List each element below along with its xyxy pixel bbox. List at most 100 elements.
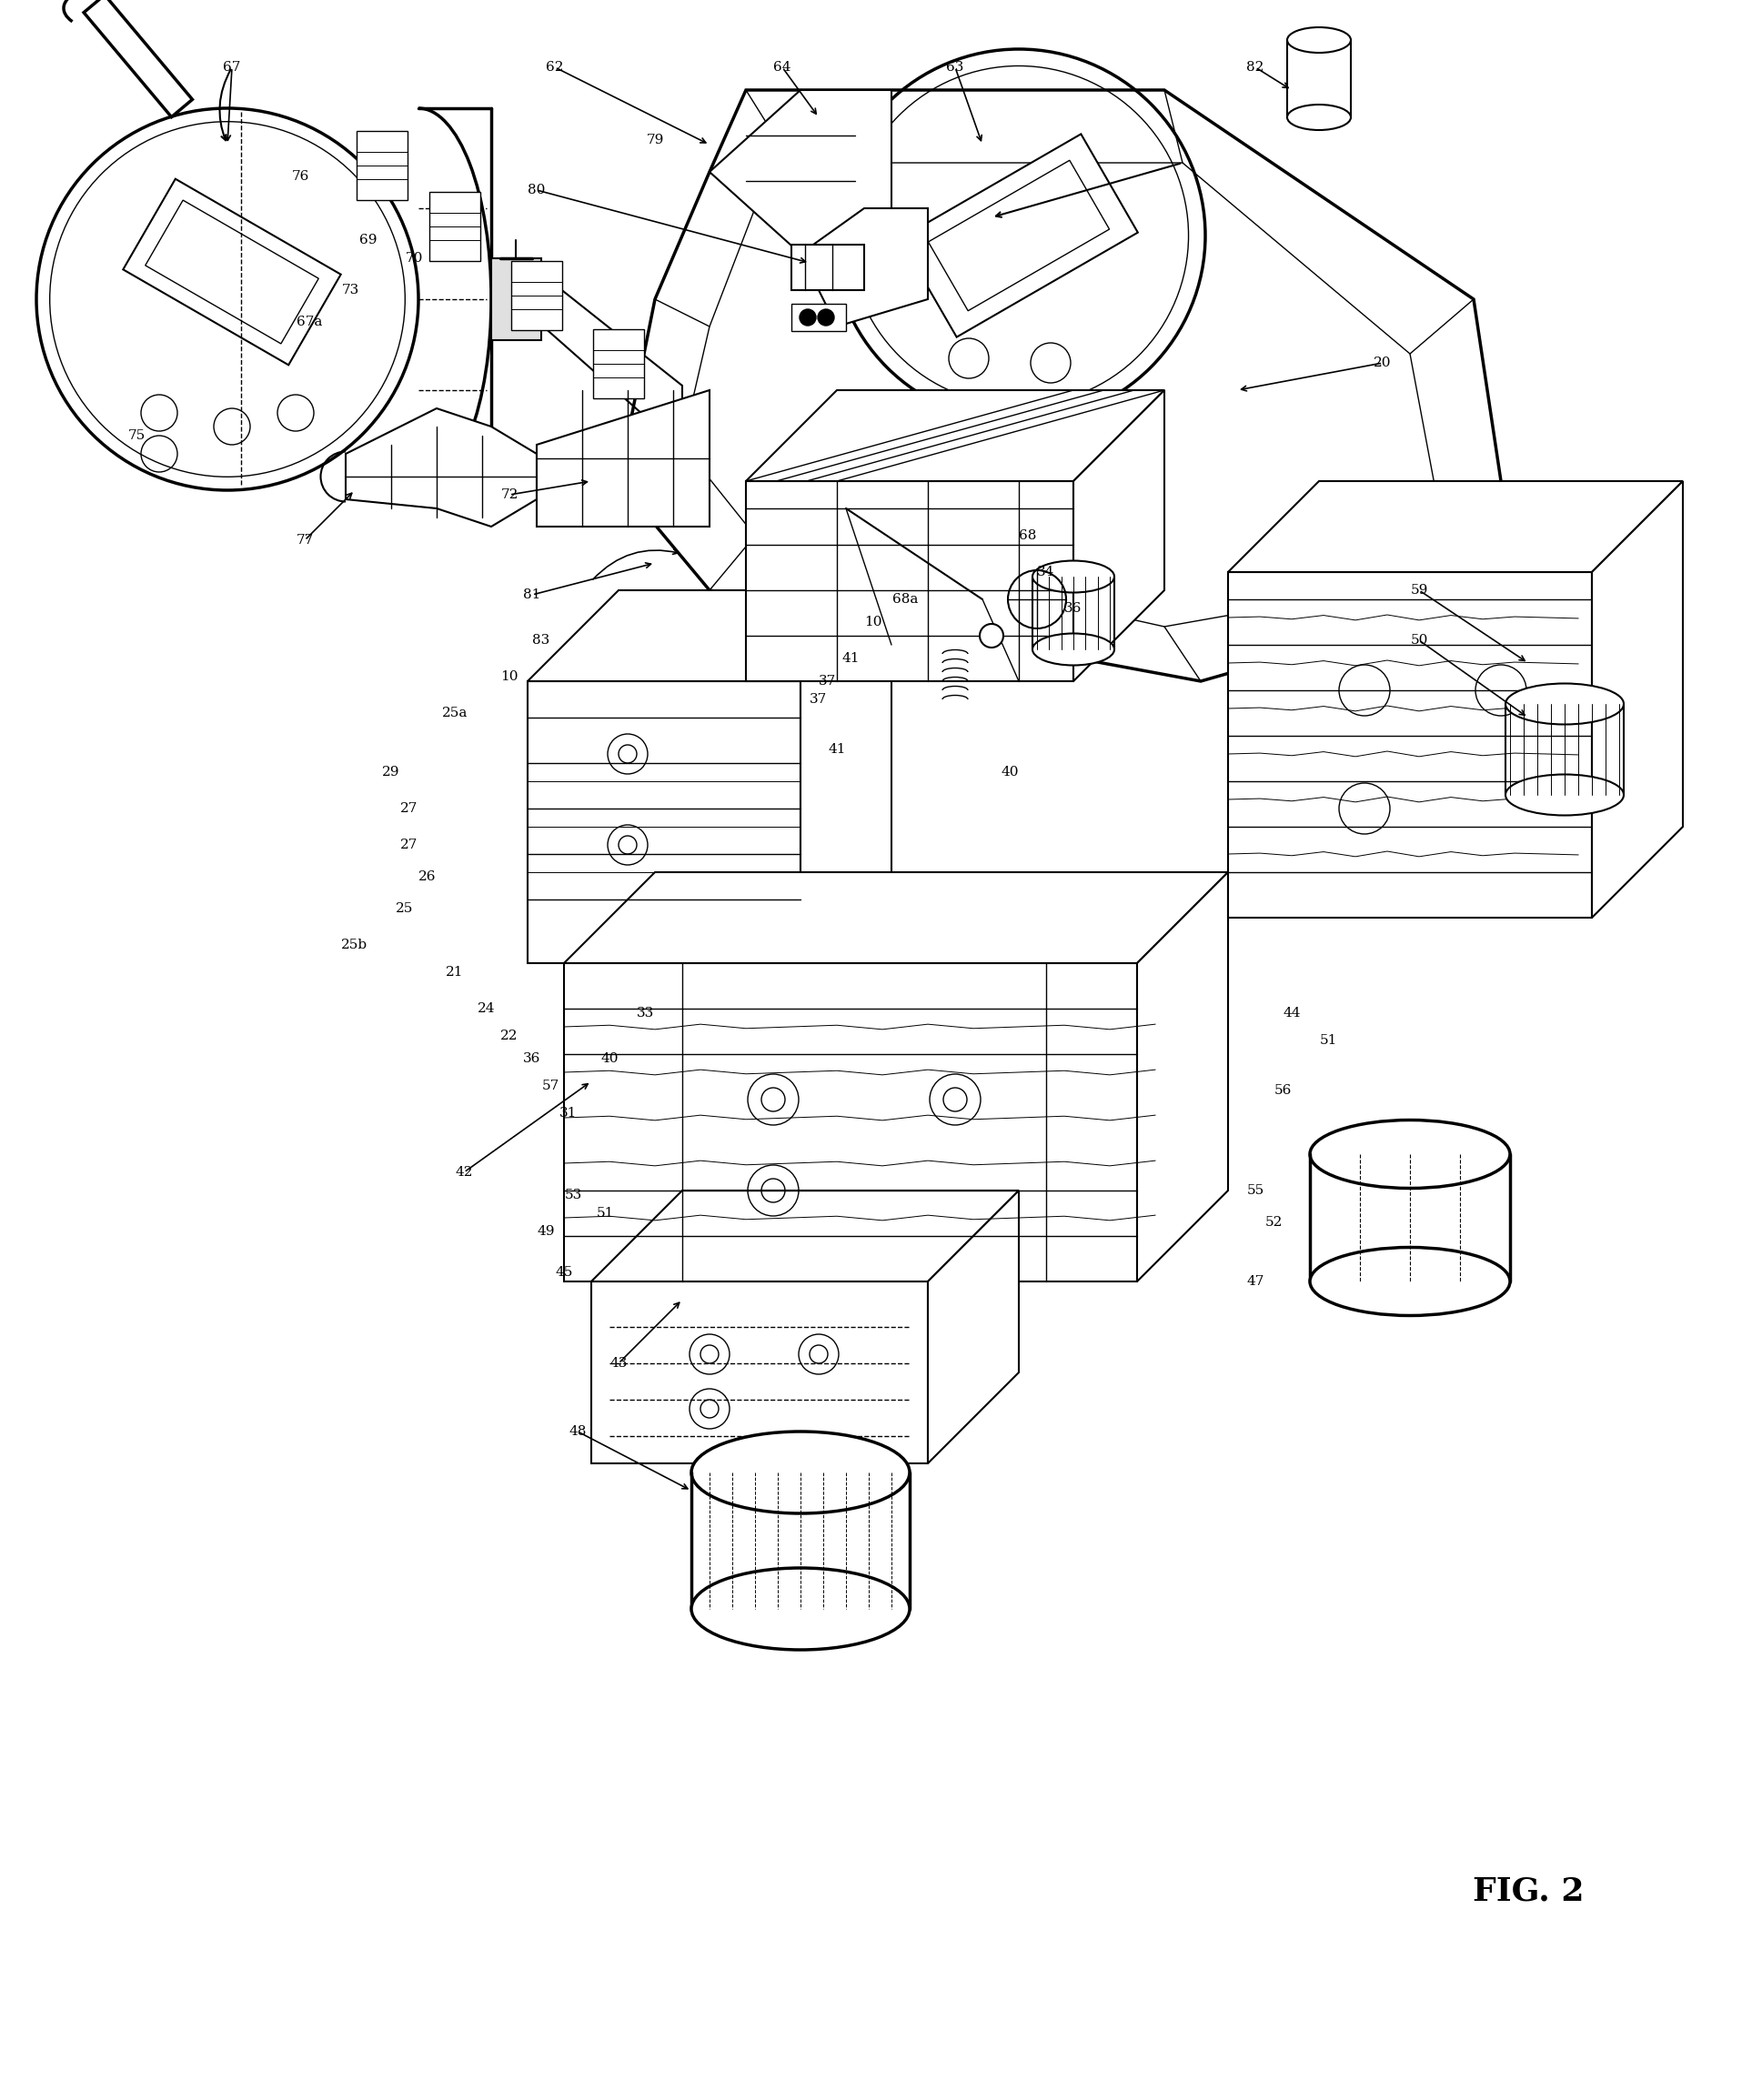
Polygon shape <box>345 407 537 527</box>
Text: 41: 41 <box>828 743 846 756</box>
Text: 73: 73 <box>342 284 359 296</box>
Text: 62: 62 <box>546 61 564 74</box>
Text: 53: 53 <box>564 1189 581 1201</box>
Polygon shape <box>800 208 929 326</box>
Text: 70: 70 <box>405 252 423 265</box>
Polygon shape <box>527 680 800 964</box>
Text: 10: 10 <box>500 670 518 682</box>
Ellipse shape <box>1288 27 1351 53</box>
Polygon shape <box>564 964 1136 1281</box>
Text: 48: 48 <box>569 1426 587 1439</box>
Ellipse shape <box>691 1569 909 1651</box>
Polygon shape <box>618 90 1501 680</box>
Text: 42: 42 <box>455 1166 472 1178</box>
Polygon shape <box>1228 571 1591 918</box>
Text: 75: 75 <box>127 428 144 441</box>
Polygon shape <box>537 391 710 527</box>
Polygon shape <box>592 1281 929 1464</box>
Text: 57: 57 <box>541 1079 559 1092</box>
Text: 51: 51 <box>1320 1033 1337 1046</box>
Text: 81: 81 <box>523 588 541 601</box>
Ellipse shape <box>1033 634 1114 666</box>
Polygon shape <box>745 481 1073 680</box>
Text: 41: 41 <box>842 653 860 666</box>
Polygon shape <box>492 258 541 340</box>
Ellipse shape <box>1309 1119 1510 1189</box>
Text: 20: 20 <box>1374 357 1392 370</box>
Polygon shape <box>511 260 562 330</box>
Text: 33: 33 <box>638 1006 655 1018</box>
Polygon shape <box>564 871 1228 964</box>
Text: 31: 31 <box>560 1107 578 1119</box>
Ellipse shape <box>1505 682 1625 724</box>
Text: 59: 59 <box>1410 584 1427 596</box>
Text: 68: 68 <box>1018 529 1036 542</box>
Text: 27: 27 <box>400 802 418 815</box>
Polygon shape <box>800 590 892 964</box>
Polygon shape <box>791 246 863 290</box>
Text: 67: 67 <box>224 61 241 74</box>
Text: 40: 40 <box>1001 766 1018 779</box>
Circle shape <box>980 624 1003 647</box>
Text: 63: 63 <box>946 61 964 74</box>
Text: 80: 80 <box>529 183 546 197</box>
Text: 76: 76 <box>291 170 308 183</box>
Text: 45: 45 <box>555 1266 573 1279</box>
Text: 24: 24 <box>478 1002 495 1014</box>
Text: 22: 22 <box>500 1029 518 1042</box>
Text: 43: 43 <box>610 1357 627 1369</box>
Text: 83: 83 <box>532 634 550 647</box>
Text: 21: 21 <box>446 966 463 979</box>
Text: 49: 49 <box>537 1224 555 1237</box>
Text: 40: 40 <box>601 1052 618 1065</box>
Text: 29: 29 <box>382 766 400 779</box>
Polygon shape <box>900 134 1138 338</box>
Polygon shape <box>123 178 340 365</box>
Text: 25: 25 <box>396 903 414 916</box>
Text: 25a: 25a <box>442 708 467 720</box>
Text: 68a: 68a <box>892 592 918 605</box>
Text: 55: 55 <box>1246 1184 1263 1197</box>
Text: 34: 34 <box>1038 565 1055 578</box>
Text: 10: 10 <box>865 615 883 628</box>
Text: 72: 72 <box>500 489 518 502</box>
Text: 79: 79 <box>647 134 664 147</box>
Text: 64: 64 <box>774 61 791 74</box>
Polygon shape <box>592 1191 1018 1281</box>
Text: 67a: 67a <box>296 315 322 328</box>
Text: 69: 69 <box>359 233 377 246</box>
Polygon shape <box>594 330 645 399</box>
Ellipse shape <box>1505 775 1625 815</box>
Text: 37: 37 <box>819 674 837 687</box>
Polygon shape <box>710 90 892 254</box>
Text: 26: 26 <box>419 869 437 884</box>
Ellipse shape <box>1033 561 1114 592</box>
Polygon shape <box>356 130 407 200</box>
Polygon shape <box>929 1191 1018 1464</box>
Text: 82: 82 <box>1246 61 1263 74</box>
Text: 56: 56 <box>1274 1084 1292 1096</box>
Text: 52: 52 <box>1265 1216 1283 1228</box>
Ellipse shape <box>1288 105 1351 130</box>
Text: 36: 36 <box>1064 603 1082 615</box>
Polygon shape <box>1136 871 1228 1281</box>
Polygon shape <box>527 590 892 680</box>
Text: 77: 77 <box>296 533 314 546</box>
Ellipse shape <box>1309 1247 1510 1315</box>
Text: 51: 51 <box>596 1208 613 1220</box>
Polygon shape <box>85 0 192 118</box>
Polygon shape <box>745 391 1165 481</box>
Circle shape <box>800 309 816 326</box>
Polygon shape <box>1591 481 1683 918</box>
Text: 37: 37 <box>811 693 828 706</box>
Circle shape <box>818 309 833 326</box>
Text: 27: 27 <box>400 838 418 851</box>
Polygon shape <box>1073 391 1165 680</box>
Text: 47: 47 <box>1246 1275 1263 1287</box>
Polygon shape <box>1228 481 1683 571</box>
Text: 36: 36 <box>523 1052 541 1065</box>
Ellipse shape <box>691 1432 909 1514</box>
Text: 44: 44 <box>1283 1006 1300 1018</box>
Polygon shape <box>430 193 481 260</box>
Polygon shape <box>791 304 846 332</box>
